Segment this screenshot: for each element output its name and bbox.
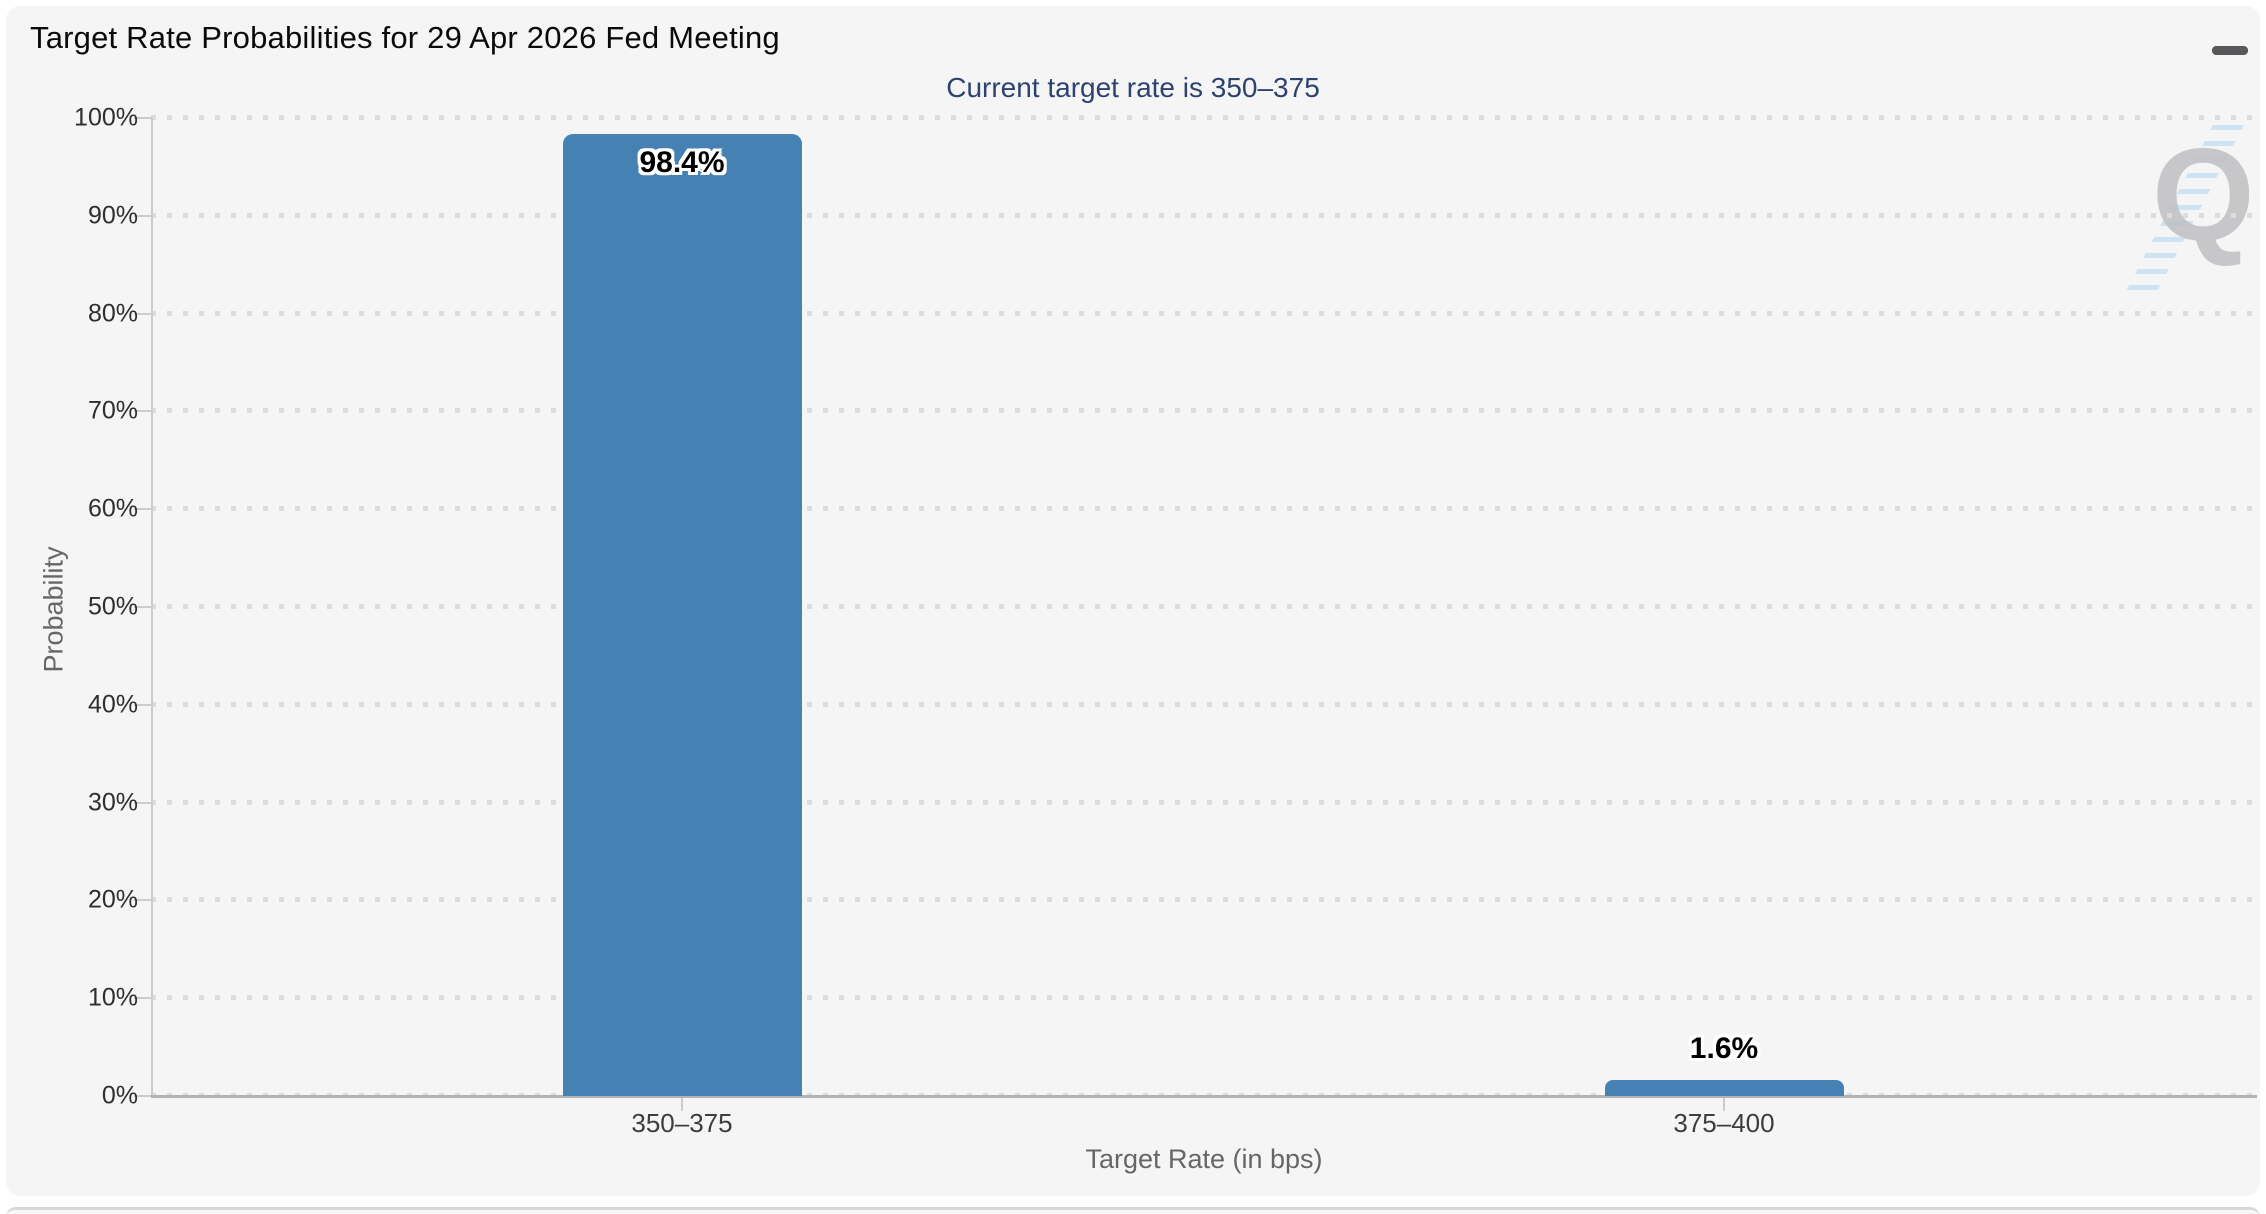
y-tick-label: 90% [87,201,138,230]
y-axis-tick [134,801,152,804]
y-axis-line [151,118,153,1096]
x-axis-title: Target Rate (in bps) [1085,1144,1323,1174]
hamburger-icon[interactable] [2208,28,2252,72]
y-tick-label: 30% [87,788,138,817]
watermark-q-letter: Q [2152,121,2255,268]
y-tick-label: 80% [87,299,138,328]
y-axis-tick [134,117,152,119]
watermark-stripes-icon [2124,125,2244,295]
y-axis-tick [134,214,152,217]
probability-bar[interactable] [1604,1080,1844,1096]
x-tick-label: 375–400 [1673,1108,1775,1138]
bar-value-label: 98.4% [639,145,725,179]
y-tick-label: 100% [74,103,138,132]
bar-value-label: 1.6% [1689,1032,1759,1066]
gridline [151,408,2256,414]
y-axis-tick [134,606,152,608]
x-axis-line [151,1095,2257,1098]
next-section-top-edge [6,1207,2260,1214]
gridline [151,701,2256,707]
gridline [151,995,2256,1001]
y-axis-tick [134,1095,152,1097]
gridline [151,310,2256,316]
y-axis-tick [134,899,152,902]
y-axis-tick [134,703,152,706]
y-axis-tick [134,312,152,315]
chart-subtitle: Current target rate is 350–375 [946,72,1320,103]
gridline [151,212,2256,218]
hamburger-bar [2212,45,2248,55]
y-axis-tick [134,508,152,511]
y-tick-label: 10% [87,983,138,1012]
y-axis-title: Probability [38,546,69,673]
x-tick-label: 350–375 [631,1108,733,1138]
y-tick-label: 0% [101,1081,138,1110]
y-tick-label: 60% [87,494,138,523]
gridline [151,506,2256,512]
gridline [151,604,2256,609]
y-tick-label: 70% [87,396,138,425]
y-tick-label: 20% [87,885,138,914]
gridline [151,799,2256,805]
y-axis-tick [134,410,152,413]
chart-title: Target Rate Probabilities for 29 Apr 202… [30,20,780,55]
y-tick-label: 50% [87,592,138,621]
y-tick-label: 40% [87,690,138,719]
chart-card: Target Rate Probabilities for 29 Apr 202… [6,6,2260,1196]
gridline [151,115,2256,120]
gridline [151,897,2256,903]
probability-bar[interactable] [562,133,802,1096]
x-axis-tick [1723,1098,1725,1111]
x-axis-tick [681,1098,683,1111]
q-logo-watermark: Q [2116,121,2260,301]
y-axis-tick [134,997,152,1000]
